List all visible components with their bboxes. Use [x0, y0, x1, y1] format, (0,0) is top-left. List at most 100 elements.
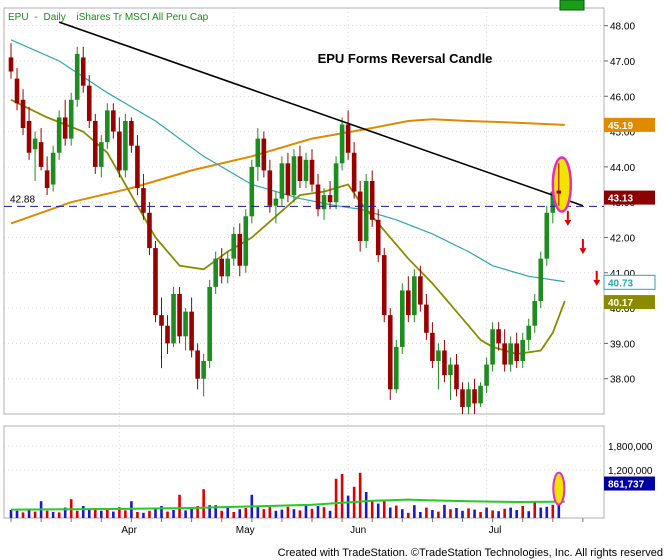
candle-body [99, 142, 104, 167]
volume-bar [437, 511, 440, 518]
volume-bar [304, 504, 308, 518]
volume-bar [491, 510, 494, 518]
header-interval: Daily [43, 12, 65, 23]
volume-bar [160, 506, 163, 518]
volume-bar [527, 511, 531, 518]
candle-body [387, 315, 393, 390]
candle-body [484, 364, 489, 386]
volume-bar [497, 511, 500, 518]
candle-body [369, 180, 375, 220]
candle-body [466, 389, 471, 407]
month-label: Jun [350, 525, 366, 536]
volume-bar [51, 512, 55, 518]
candle-body [351, 152, 357, 192]
candle-body [183, 311, 188, 337]
candle-body [309, 159, 315, 185]
resistance-trendline [58, 21, 584, 207]
volume-bar [382, 500, 386, 518]
candle-body [20, 99, 26, 129]
candle-body [267, 170, 273, 206]
volume-bar [310, 508, 314, 518]
candle-body [303, 159, 309, 181]
volume-panel-frame [3, 425, 605, 519]
volume-bar [370, 500, 374, 518]
candle-body [243, 216, 249, 266]
candle-body [111, 110, 116, 132]
candle-body [129, 120, 134, 146]
volume-bar [45, 510, 49, 518]
volume-bar [208, 505, 211, 518]
volume-bar [509, 507, 512, 518]
volume-bar [280, 509, 284, 518]
candle-body [454, 364, 459, 390]
candle-body [381, 255, 387, 316]
volume-bar [533, 501, 537, 518]
volume-tick-label: 1,200,000 [608, 466, 653, 477]
volume-bar [118, 507, 121, 518]
last-value-badges: 45.19 43.13 40.73 40.17 861,737 [603, 117, 656, 491]
volume-bar [467, 508, 470, 518]
candle-body [532, 301, 538, 326]
candle-body [514, 343, 519, 362]
volume-bar [358, 472, 362, 518]
volume-bar [262, 509, 266, 518]
candle-body [68, 99, 74, 139]
candle-body [32, 138, 38, 150]
candle-body [86, 85, 92, 121]
trendline [58, 21, 584, 207]
volume-bar [81, 506, 85, 518]
candle-body [345, 124, 351, 153]
volume-bar [298, 510, 302, 518]
volume-tick-label: 1,800,000 [608, 442, 653, 453]
volume-bar [112, 511, 115, 518]
price-tick-label: 40.00 [610, 304, 635, 315]
candle-body [297, 156, 303, 181]
volume-axis: 1,800,000 1,200,000 [608, 442, 653, 477]
candle-body [375, 219, 381, 256]
candle-body [92, 120, 98, 167]
sma-mid-value-badge-label: 40.73 [608, 278, 633, 289]
volume-bar [407, 512, 410, 518]
volume-bar [244, 508, 248, 518]
volume-bar [166, 511, 169, 518]
last-price-badge-label: 43.13 [608, 194, 633, 205]
down-arrow-icon [579, 248, 587, 255]
volume-bar [190, 507, 193, 518]
volume-bar [545, 506, 549, 518]
volume-bar [286, 506, 290, 518]
header-symbol: EPU [8, 12, 29, 23]
volume-bar [503, 508, 506, 518]
volume-bar [202, 489, 205, 518]
candle-body [333, 163, 339, 203]
candle-body [123, 120, 128, 171]
candle-body [177, 293, 182, 337]
candle-body [165, 325, 170, 344]
candle-body [442, 350, 447, 376]
header-description: iShares Tr MSCI All Peru Cap [76, 12, 208, 23]
candle-body [472, 389, 477, 404]
price-tick-label: 38.00 [610, 375, 635, 386]
candle-body [490, 329, 495, 365]
volume-value-badge [604, 476, 655, 491]
volume-bar [154, 508, 157, 518]
volume-bar [461, 510, 464, 518]
price-tick-label: 46.00 [610, 92, 635, 103]
volume-bar [376, 503, 380, 518]
month-label: Jul [489, 525, 502, 536]
volume-bar [346, 495, 350, 518]
candle-body [285, 163, 291, 196]
volume-bar [178, 494, 181, 518]
volume-bar [479, 512, 482, 518]
price-tick-label: 42.00 [610, 233, 635, 244]
volume-bar [15, 510, 19, 518]
candle-body [496, 329, 501, 344]
volume-bar [364, 492, 368, 518]
candle-body [291, 156, 297, 196]
volume-bar [21, 512, 25, 518]
volume-bar [57, 512, 61, 518]
candle-body [50, 152, 56, 185]
candle-body [62, 117, 68, 139]
candle-body [550, 191, 556, 213]
candle-body [502, 343, 507, 365]
